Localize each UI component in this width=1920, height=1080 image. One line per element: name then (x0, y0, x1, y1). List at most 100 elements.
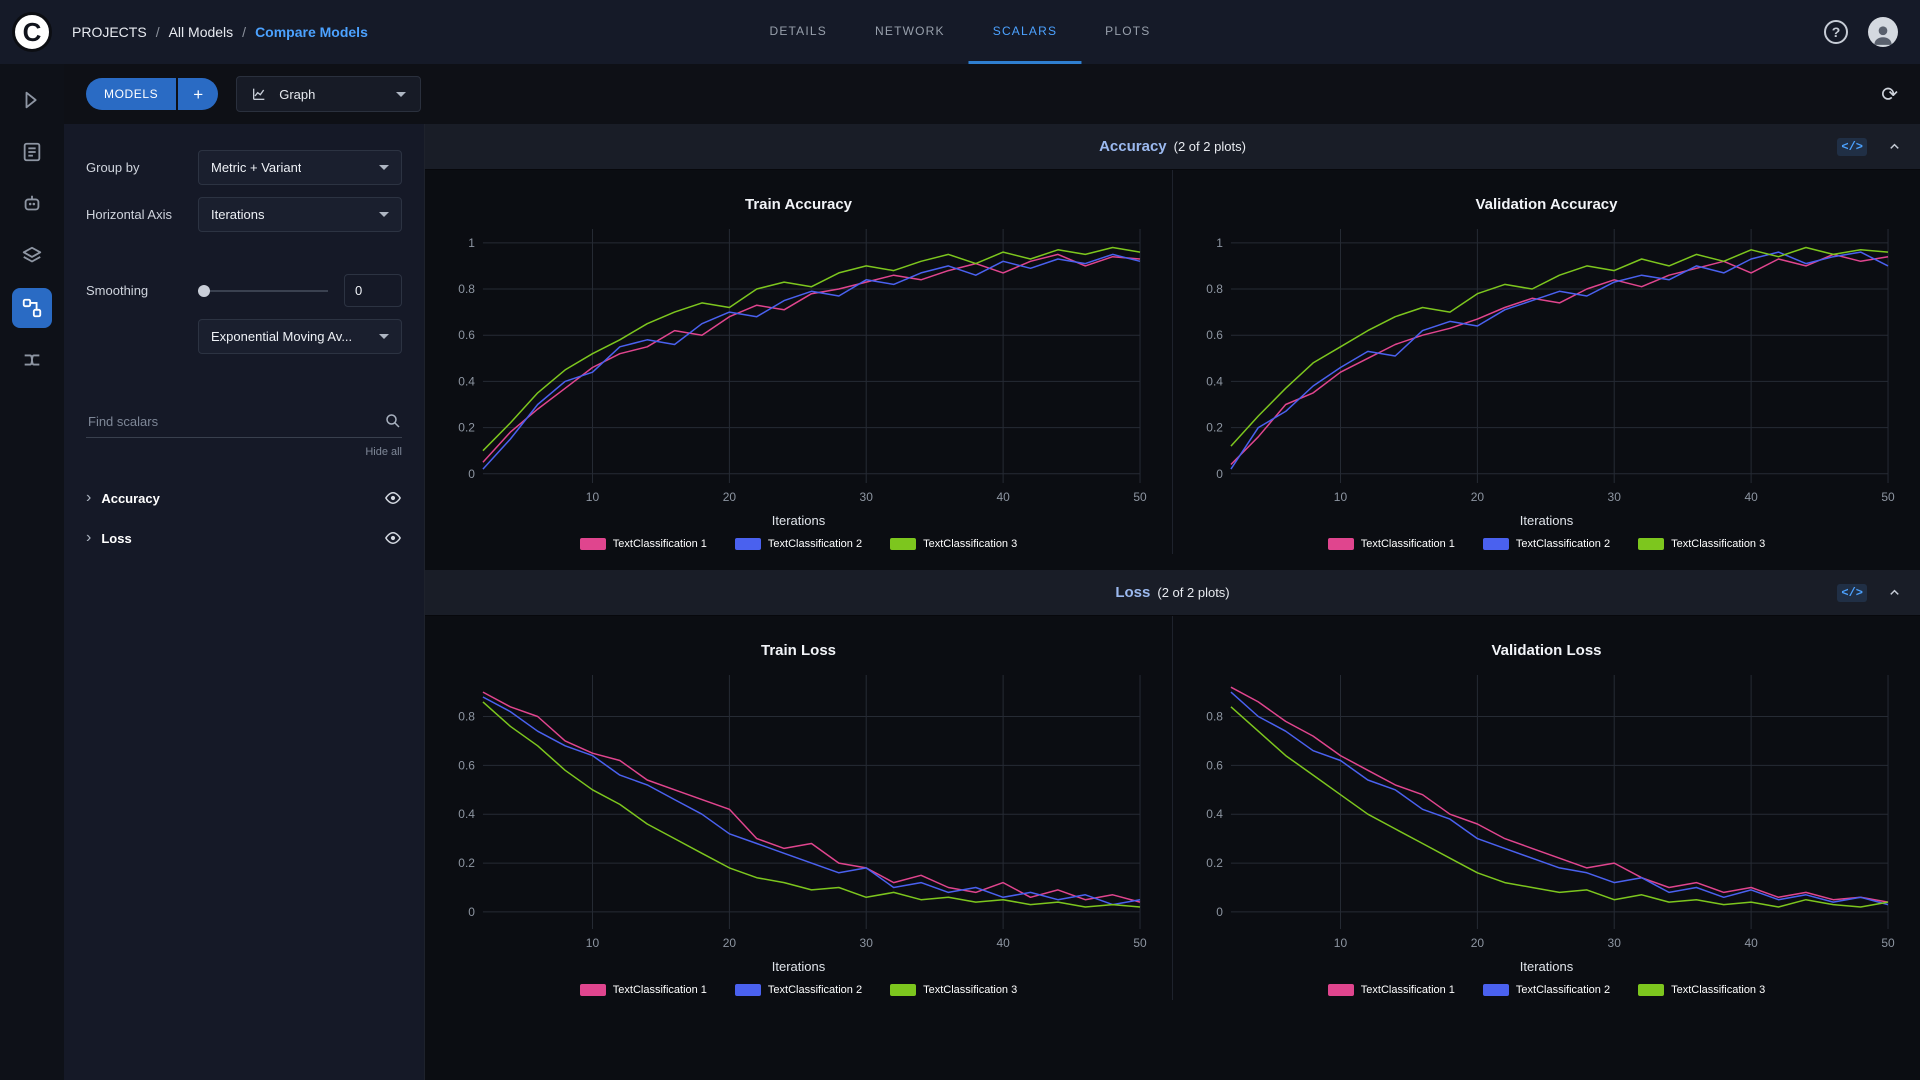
section-title: Loss (1115, 584, 1151, 601)
breadcrumb: PROJECTS / All Models / Compare Models (72, 24, 368, 40)
nav-item-pipelines[interactable] (12, 340, 52, 380)
nav-item-reports[interactable] (12, 132, 52, 172)
x-axis-label: Iterations (771, 513, 826, 528)
breadcrumb-compare-models[interactable]: Compare Models (255, 24, 368, 40)
sidebar-section-label: Accuracy (101, 490, 160, 506)
rocket-icon (25, 91, 37, 109)
sidebar-section-accuracy[interactable]: › Accuracy (86, 478, 402, 518)
search-icon[interactable] (384, 412, 402, 430)
user-avatar[interactable] (1868, 17, 1898, 47)
smoothing-method-dropdown[interactable]: Exponential Moving Av... (198, 319, 402, 354)
nav-item-experiments[interactable] (12, 288, 52, 328)
legend-swatch (1638, 538, 1665, 550)
nav-item-workers[interactable] (12, 184, 52, 224)
legend-label: TextClassification 1 (612, 538, 707, 550)
svg-text:30: 30 (1608, 490, 1622, 504)
breadcrumb-projects[interactable]: PROJECTS (72, 24, 147, 40)
legend-item[interactable]: TextClassification 3 (1638, 538, 1765, 550)
legend-swatch (734, 538, 761, 550)
legend-label: TextClassification 3 (1671, 984, 1766, 996)
chevron-right-icon: › (86, 489, 92, 506)
section-header-accuracy[interactable]: Accuracy (2 of 2 plots) </> (425, 124, 1920, 170)
chart-legend: TextClassification 1 TextClassification 2… (439, 538, 1158, 550)
tab-scalars[interactable]: SCALARS (968, 0, 1082, 64)
collapse-section-icon[interactable] (1887, 139, 1902, 154)
find-scalars-row (86, 412, 402, 438)
legend-item[interactable]: TextClassification 3 (890, 984, 1017, 996)
smoothing-value-input[interactable] (344, 274, 402, 307)
legend-item[interactable]: TextClassification 2 (1482, 538, 1610, 550)
legend-label: TextClassification 2 (1515, 984, 1611, 996)
validation-loss-plot[interactable]: 0 0.2 0.4 0.6 0.8 10 20 30 40 50 (1187, 663, 1906, 959)
nav-item-quick-start[interactable] (12, 80, 52, 120)
chevron-down-icon (379, 165, 389, 170)
svg-text:0.2: 0.2 (1206, 421, 1223, 435)
legend-swatch (579, 538, 606, 550)
view-mode-dropdown[interactable]: Graph (236, 76, 422, 112)
content-row: Group by Metric + Variant Horizontal Axi… (64, 124, 1920, 1080)
svg-text:1: 1 (1216, 236, 1223, 250)
smoothing-slider[interactable] (198, 284, 328, 297)
tab-network[interactable]: NETWORK (875, 23, 945, 38)
hide-all-link[interactable]: Hide all (365, 446, 402, 458)
tab-plots[interactable]: PLOTS (1105, 23, 1151, 38)
legend-item[interactable]: TextClassification 2 (1482, 984, 1611, 996)
chart-title: Validation Loss (1491, 642, 1602, 659)
legend-item[interactable]: TextClassification 1 (579, 538, 707, 550)
legend-swatch (579, 984, 606, 996)
group-by-dropdown[interactable]: Metric + Variant (198, 150, 402, 185)
add-model-button[interactable]: + (178, 78, 219, 110)
legend-item[interactable]: TextClassification 3 (1638, 984, 1765, 996)
sidebar-section-loss[interactable]: › Loss (86, 518, 402, 558)
nav-item-datasets[interactable] (12, 236, 52, 276)
refresh-icon[interactable]: ⟳ (1881, 83, 1898, 106)
chart-title: Train Loss (760, 642, 837, 659)
chart-panel-train-accuracy: Train Accuracy 0 0.2 0.4 0.6 0.8 1 10 20 30 40 50 … (425, 170, 1172, 554)
horizontal-axis-label: Horizontal Axis (86, 207, 172, 222)
embed-code-icon[interactable]: </> (1837, 583, 1867, 602)
section-accuracy: Accuracy (2 of 2 plots) </> Tr (425, 124, 1920, 554)
svg-text:10: 10 (1334, 490, 1348, 504)
legend-item[interactable]: TextClassification 1 (1327, 984, 1455, 996)
find-scalars-input[interactable] (86, 412, 384, 430)
scalars-sidebar: Group by Metric + Variant Horizontal Axi… (64, 124, 424, 1080)
train-accuracy-plot[interactable]: 0 0.2 0.4 0.6 0.8 1 10 20 30 40 50 (439, 217, 1158, 513)
legend-item[interactable]: TextClassification 2 (734, 984, 862, 996)
charts-pair: Train Accuracy 0 0.2 0.4 0.6 0.8 1 10 20 30 40 50 … (425, 170, 1920, 554)
legend-item[interactable]: TextClassification 1 (1327, 538, 1455, 550)
smoothing-slider-knob[interactable] (198, 284, 210, 297)
help-icon[interactable]: ? (1824, 20, 1848, 44)
chevron-down-icon (379, 212, 389, 217)
validation-accuracy-plot[interactable]: 0 0.2 0.4 0.6 0.8 1 10 20 30 40 50 (1187, 217, 1906, 513)
chart-title: Validation Accuracy (1475, 196, 1618, 213)
chart-legend: TextClassification 1 TextClassification 2… (439, 984, 1158, 996)
svg-text:40: 40 (1744, 936, 1758, 950)
legend-swatch (890, 984, 917, 996)
svg-text:20: 20 (1471, 936, 1485, 950)
chart-panel-train-loss: Train Loss 0 0.2 0.4 0.6 0.8 10 20 30 40 50 Itera… (425, 616, 1172, 1000)
legend-swatch (1327, 538, 1354, 550)
tab-details[interactable]: DETAILS (769, 23, 828, 38)
models-button[interactable]: MODELS (86, 78, 177, 110)
legend-item[interactable]: TextClassification 2 (734, 538, 862, 550)
x-axis-label: Iterations (1519, 959, 1574, 974)
embed-code-icon[interactable]: </> (1837, 137, 1867, 156)
eye-icon[interactable] (384, 529, 402, 547)
breadcrumb-all-models[interactable]: All Models (168, 24, 234, 40)
svg-text:0: 0 (468, 467, 475, 481)
horizontal-axis-dropdown[interactable]: Iterations (198, 197, 402, 232)
legend-item[interactable]: TextClassification 3 (890, 538, 1017, 550)
svg-text:0.6: 0.6 (458, 758, 475, 772)
clearml-logo[interactable]: C (12, 12, 52, 52)
pipelines-icon (24, 354, 40, 366)
section-header-loss[interactable]: Loss (2 of 2 plots) </> (425, 570, 1920, 616)
layers-icon (22, 246, 42, 263)
train-loss-plot[interactable]: 0 0.2 0.4 0.6 0.8 10 20 30 40 50 (439, 663, 1158, 959)
collapse-section-icon[interactable] (1887, 585, 1902, 600)
svg-text:0.2: 0.2 (458, 856, 475, 870)
legend-swatch (890, 538, 917, 550)
svg-text:10: 10 (586, 490, 600, 504)
svg-text:20: 20 (723, 936, 737, 950)
legend-item[interactable]: TextClassification 1 (579, 984, 707, 996)
eye-icon[interactable] (384, 489, 402, 507)
